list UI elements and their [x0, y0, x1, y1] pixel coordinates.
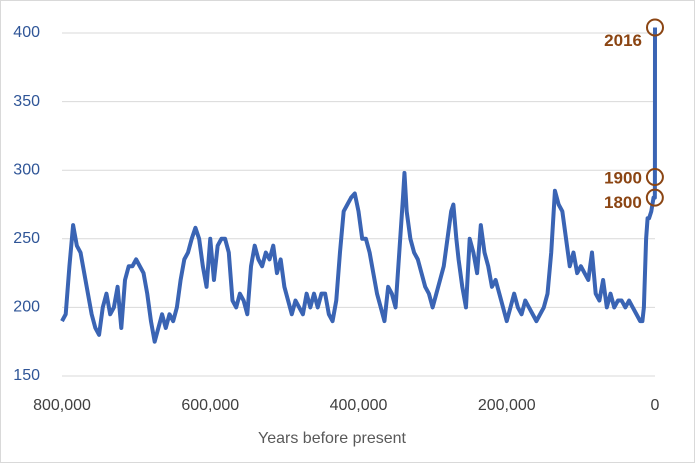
annotation-label: 1900 [604, 169, 642, 188]
x-axis-label: Years before present [258, 430, 407, 447]
annotation-circle [646, 18, 664, 37]
y-tick-label: 250 [13, 230, 40, 247]
x-tick-label: 0 [651, 397, 660, 414]
x-tick-label: 800,000 [33, 397, 91, 414]
x-tick-label: 400,000 [330, 397, 388, 414]
annotation-label: 1800 [604, 193, 642, 212]
y-tick-label: 200 [13, 299, 40, 316]
y-tick-label: 300 [13, 161, 40, 178]
annotation-circle [645, 168, 664, 187]
x-tick-label: 600,000 [181, 397, 239, 414]
annotation-label: 2016 [604, 31, 642, 50]
y-tick-label: 150 [13, 367, 40, 384]
y-tick-label: 400 [13, 24, 40, 41]
data-line [60, 27, 657, 344]
annotation-circle [645, 188, 664, 207]
x-tick-label: 200,000 [478, 397, 536, 414]
y-tick-label: 350 [13, 93, 40, 110]
